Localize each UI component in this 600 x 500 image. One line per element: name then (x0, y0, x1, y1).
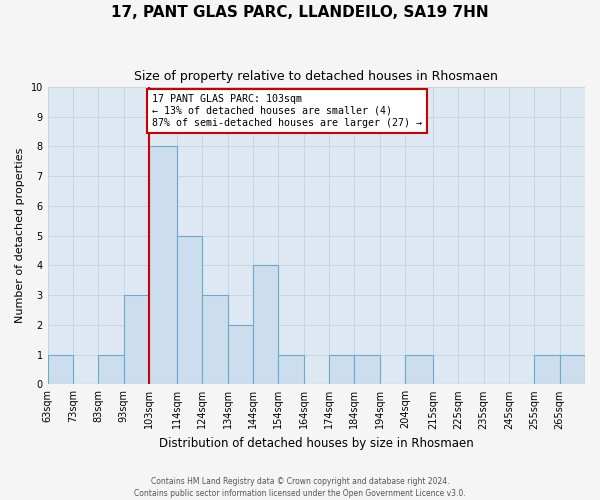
Text: 17 PANT GLAS PARC: 103sqm
← 13% of detached houses are smaller (4)
87% of semi-d: 17 PANT GLAS PARC: 103sqm ← 13% of detac… (152, 94, 422, 128)
Bar (329, 354, 355, 384)
Bar (227, 325, 253, 384)
Text: 17, PANT GLAS PARC, LLANDEILO, SA19 7HN: 17, PANT GLAS PARC, LLANDEILO, SA19 7HN (111, 5, 489, 20)
Bar (47, 354, 73, 384)
Bar (560, 354, 585, 384)
Bar (177, 236, 202, 384)
Bar (355, 354, 380, 384)
Bar (278, 354, 304, 384)
Bar (253, 266, 278, 384)
Title: Size of property relative to detached houses in Rhosmaen: Size of property relative to detached ho… (134, 70, 498, 83)
Bar (124, 295, 149, 384)
Bar (535, 354, 560, 384)
Bar (149, 146, 177, 384)
Bar (202, 295, 227, 384)
Bar (98, 354, 124, 384)
Bar (405, 354, 433, 384)
Text: Contains HM Land Registry data © Crown copyright and database right 2024.
Contai: Contains HM Land Registry data © Crown c… (134, 476, 466, 498)
Y-axis label: Number of detached properties: Number of detached properties (15, 148, 25, 324)
X-axis label: Distribution of detached houses by size in Rhosmaen: Distribution of detached houses by size … (159, 437, 474, 450)
